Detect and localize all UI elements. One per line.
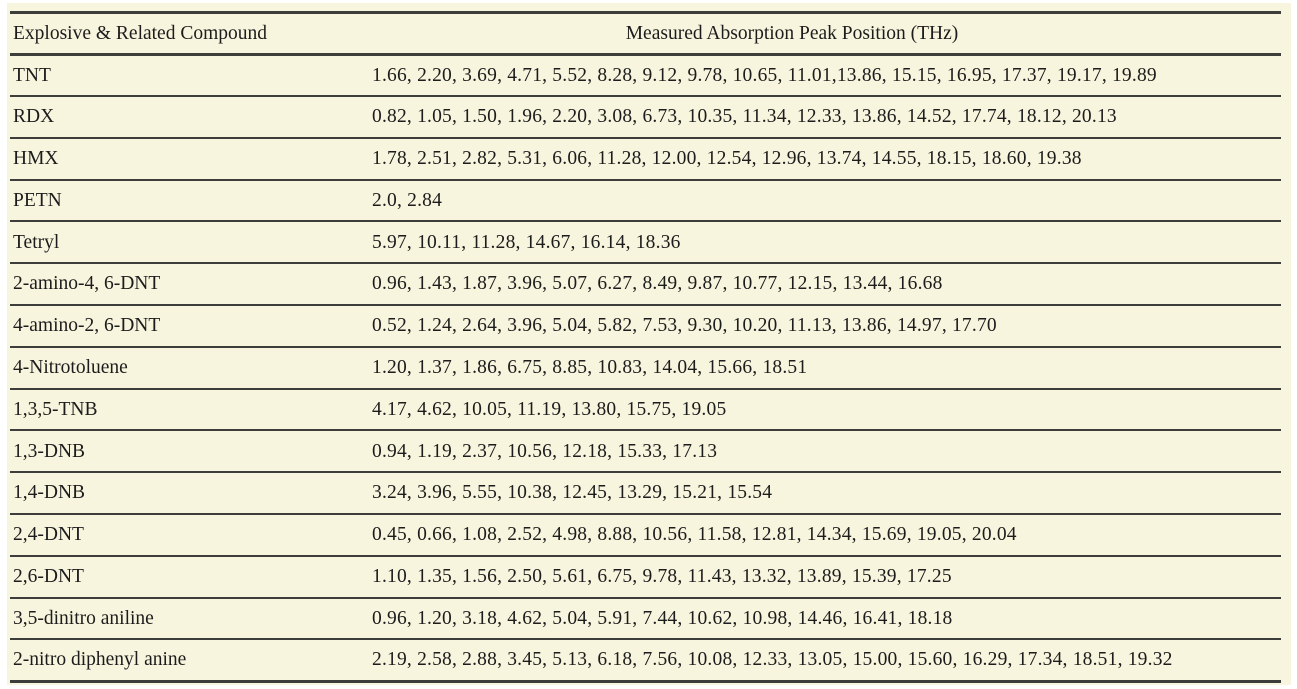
table-row: 1,4-DNB 3.24, 3.96, 5.55, 10.38, 12.45, …: [10, 472, 1281, 516]
compound-cell: 3,5-dinitro aniline: [10, 597, 372, 641]
peaks-cell: 1.66, 2.20, 3.69, 4.71, 5.52, 8.28, 9.12…: [372, 54, 1281, 98]
compound-cell: PETN: [10, 179, 372, 223]
compound-cell: RDX: [10, 96, 372, 139]
table-row: 2,6-DNT 1.10, 1.35, 1.56, 2.50, 5.61, 6.…: [10, 555, 1281, 599]
table-row: 1,3-DNB 0.94, 1.19, 2.37, 10.56, 12.18, …: [10, 430, 1281, 474]
table-row: HMX 1.78, 2.51, 2.82, 5.31, 6.06, 11.28,…: [10, 137, 1281, 181]
peaks-cell: 1.78, 2.51, 2.82, 5.31, 6.06, 11.28, 12.…: [372, 137, 1281, 181]
compound-cell: 1,3,5-TNB: [10, 388, 372, 432]
table-row: 1,3,5-TNB 4.17, 4.62, 10.05, 11.19, 13.8…: [10, 388, 1281, 432]
peaks-cell: 1.20, 1.37, 1.86, 6.75, 8.85, 10.83, 14.…: [372, 346, 1281, 390]
table-row: PETN 2.0, 2.84: [10, 179, 1281, 223]
peaks-cell: 3.24, 3.96, 5.55, 10.38, 12.45, 13.29, 1…: [372, 472, 1281, 516]
peaks-cell: 2.19, 2.58, 2.88, 3.45, 5.13, 6.18, 7.56…: [372, 639, 1281, 683]
peaks-cell: 5.97, 10.11, 11.28, 14.67, 16.14, 18.36: [372, 221, 1281, 265]
table-row: 4-amino-2, 6-DNT 0.52, 1.24, 2.64, 3.96,…: [10, 305, 1281, 348]
compound-cell: HMX: [10, 137, 372, 181]
compound-cell: 2-amino-4, 6-DNT: [10, 263, 372, 307]
compound-cell: Tetryl: [10, 221, 372, 265]
peaks-cell: 0.96, 1.43, 1.87, 3.96, 5.07, 6.27, 8.49…: [372, 263, 1281, 307]
peaks-cell: 0.94, 1.19, 2.37, 10.56, 12.18, 15.33, 1…: [372, 430, 1281, 474]
table-row: 3,5-dinitro aniline 0.96, 1.20, 3.18, 4.…: [10, 597, 1281, 641]
table-row: 2-nitro diphenyl anine 2.19, 2.58, 2.88,…: [10, 639, 1281, 683]
peaks-cell: 0.82, 1.05, 1.50, 1.96, 2.20, 3.08, 6.73…: [372, 96, 1281, 139]
col-header-peaks: Measured Absorption Peak Position (THz): [372, 12, 1281, 56]
peaks-cell: 0.45, 0.66, 1.08, 2.52, 4.98, 8.88, 10.5…: [372, 514, 1281, 557]
table-row: TNT 1.66, 2.20, 3.69, 4.71, 5.52, 8.28, …: [10, 54, 1281, 98]
compound-cell: 2-nitro diphenyl anine: [10, 639, 372, 683]
table-header-row: Explosive & Related Compound Measured Ab…: [10, 12, 1281, 56]
compound-cell: 4-amino-2, 6-DNT: [10, 305, 372, 348]
table-row: Tetryl 5.97, 10.11, 11.28, 14.67, 16.14,…: [10, 221, 1281, 265]
compound-cell: 1,3-DNB: [10, 430, 372, 474]
peaks-cell: 4.17, 4.62, 10.05, 11.19, 13.80, 15.75, …: [372, 388, 1281, 432]
table-row: 4-Nitrotoluene 1.20, 1.37, 1.86, 6.75, 8…: [10, 346, 1281, 390]
compound-cell: 1,4-DNB: [10, 472, 372, 516]
peaks-cell: 1.10, 1.35, 1.56, 2.50, 5.61, 6.75, 9.78…: [372, 555, 1281, 599]
compound-cell: 4-Nitrotoluene: [10, 346, 372, 390]
peaks-cell: 0.96, 1.20, 3.18, 4.62, 5.04, 5.91, 7.44…: [372, 597, 1281, 641]
table-sheet: Explosive & Related Compound Measured Ab…: [7, 3, 1291, 685]
table-row: RDX 0.82, 1.05, 1.50, 1.96, 2.20, 3.08, …: [10, 96, 1281, 139]
peaks-cell: 2.0, 2.84: [372, 179, 1281, 223]
table-row: 2-amino-4, 6-DNT 0.96, 1.43, 1.87, 3.96,…: [10, 263, 1281, 307]
compound-cell: 2,4-DNT: [10, 514, 372, 557]
col-header-compound: Explosive & Related Compound: [10, 12, 372, 56]
compound-cell: 2,6-DNT: [10, 555, 372, 599]
compound-cell: TNT: [10, 54, 372, 98]
peaks-cell: 0.52, 1.24, 2.64, 3.96, 5.04, 5.82, 7.53…: [372, 305, 1281, 348]
compounds-table: Explosive & Related Compound Measured Ab…: [10, 11, 1281, 683]
table-row: 2,4-DNT 0.45, 0.66, 1.08, 2.52, 4.98, 8.…: [10, 514, 1281, 557]
